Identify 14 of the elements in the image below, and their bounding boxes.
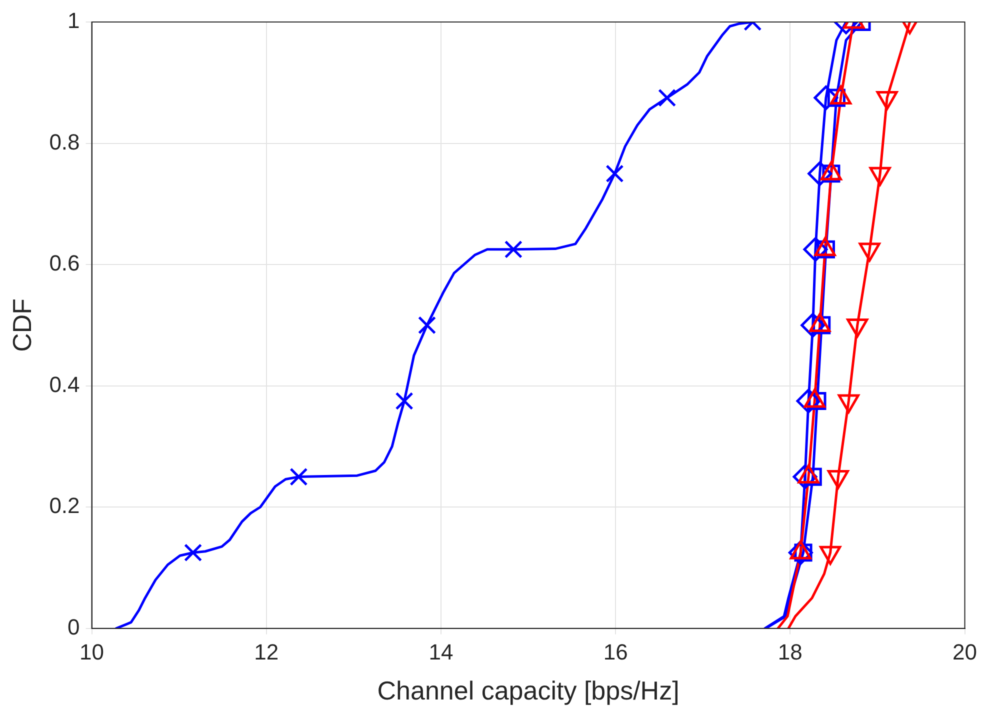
y-axis-title: CDF <box>6 298 37 352</box>
y-tick-label: 1 <box>68 8 80 34</box>
y-tick-label: 0 <box>68 614 80 640</box>
x-tick-label: 10 <box>80 640 104 665</box>
x-tick-label: 18 <box>778 640 802 665</box>
y-tick-label: 0.6 <box>49 250 80 276</box>
x-tick-label: 16 <box>603 640 628 665</box>
x-tick-label: 20 <box>952 640 978 665</box>
x-tick-label: 14 <box>428 640 454 665</box>
y-tick-label: 0.4 <box>49 372 80 397</box>
x-axis-title: Channel capacity [bps/Hz] <box>377 676 680 706</box>
y-tick-label: 0.2 <box>49 493 80 518</box>
y-tick-label: 0.8 <box>49 129 80 154</box>
x-tick-label: 12 <box>254 640 279 665</box>
